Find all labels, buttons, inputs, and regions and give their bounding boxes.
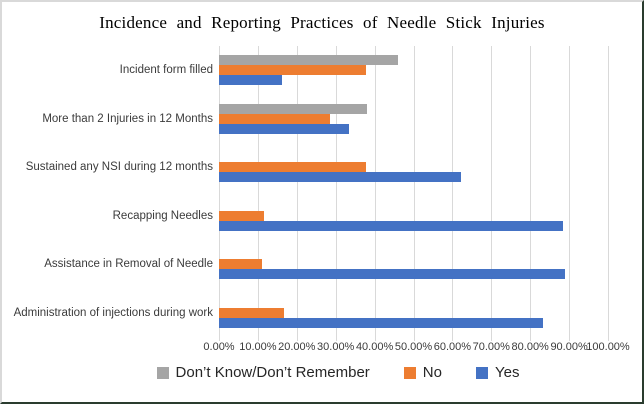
gridline [257,46,259,341]
bar-2-don-t-know-don-t-remember [219,103,368,114]
bar-1-don-t-know-don-t-remember [219,55,398,66]
chart-title: Incidence and Reporting Practices of Nee… [99,13,545,32]
bar-3-yes [219,172,461,183]
bar-1-no [219,65,367,76]
legend-label: Don’t Know/Don’t Remember [175,364,370,381]
bar-2-no [219,113,331,124]
bar-5-no [219,259,263,270]
gridline [413,46,415,341]
gridline [452,46,454,341]
gridline [530,46,532,341]
gridline [374,46,376,341]
legend-swatch-icon [156,366,169,379]
x-axis-tick-label: 90.00% [550,341,588,353]
gridline [219,46,220,341]
x-axis-tick-label: 70.00% [472,341,510,353]
category-label: Sustained any NSI during 12 months [25,161,213,174]
x-axis-tick-label: 80.00% [511,341,549,353]
x-axis-tick-label: 60.00% [433,341,472,353]
x-axis-tick-label: 40.00% [355,341,394,353]
x-axis-tick-label: 30.00% [317,341,355,353]
category-label: Assistance in Removal of Needle [44,258,213,271]
bar-1-yes [219,75,283,86]
x-axis-tick-label: 50.00% [394,341,433,353]
legend: Don’t Know/Don’t Remember No Yes [18,364,642,381]
x-axis-tick-label: 10.00% [239,341,277,353]
legend-item: Don’t Know/Don’t Remember [156,364,370,381]
x-axis-tick-label: 0.00% [203,341,235,353]
legend-item: No [403,364,442,381]
legend-label: No [422,364,442,381]
bar-4-yes [219,220,564,231]
bar-3-no [219,162,367,173]
x-axis-tick-label: 20.00% [278,341,316,353]
bar-2-yes [219,123,349,134]
category-label: Administration of injections during work [13,306,213,319]
legend-item: Yes [475,364,520,381]
bar-6-yes [219,317,544,328]
bar-6-no [219,307,284,318]
gridline [608,46,609,341]
gridline [569,46,571,341]
gridline [491,46,493,341]
legend-swatch-icon [475,366,488,379]
category-label: More than 2 Injuries in 12 Months [42,112,213,125]
gridline [296,46,298,341]
bar-4-no [219,210,264,221]
category-label: Recapping Needles [112,209,213,222]
legend-swatch-icon [403,366,416,379]
gridline [335,46,337,341]
bar-5-yes [219,269,565,280]
legend-label: Yes [494,364,520,381]
category-label: Incident form filled [119,64,213,77]
plot-area [219,46,609,341]
x-axis-tick-label: 100.00% [586,341,630,353]
